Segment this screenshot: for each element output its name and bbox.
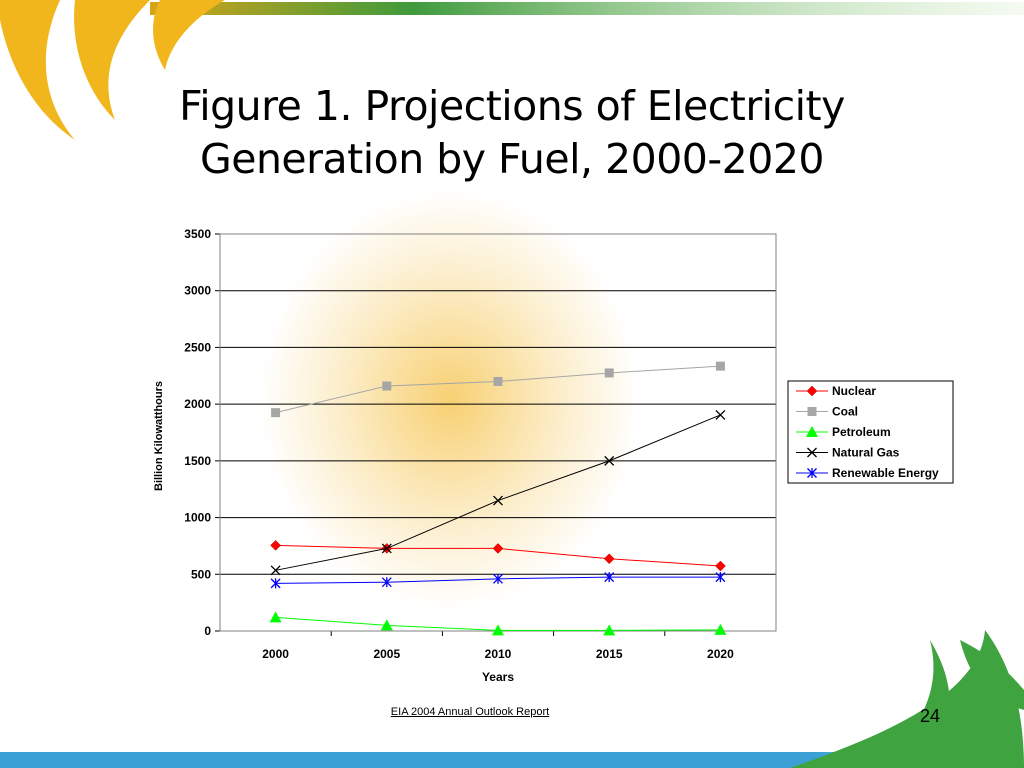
y-tick-label-3500: 3500 — [184, 227, 211, 241]
legend-marker-petroleum — [806, 426, 818, 437]
point-renewable-energy-2020 — [715, 572, 726, 583]
point-nuclear-2010 — [492, 543, 504, 554]
legend-marker-natural-gas — [807, 447, 817, 458]
point-natural-gas-2020 — [715, 409, 726, 420]
legend-item-renewable-energy: Renewable Energy — [796, 466, 939, 480]
top-left-swoosh — [0, 0, 225, 140]
y-tick-label-0: 0 — [204, 624, 211, 638]
point-renewable-energy-2015 — [604, 572, 615, 583]
x-tick-label-2015: 2015 — [596, 647, 623, 661]
legend-item-coal: Coal — [796, 405, 858, 419]
legend-item-natural-gas: Natural Gas — [796, 446, 900, 460]
center-glow — [260, 190, 640, 610]
bottom-right-swoosh — [790, 630, 1024, 768]
legend-label-natural-gas: Natural Gas — [832, 446, 900, 460]
legend-label-renewable-energy: Renewable Energy — [832, 466, 939, 480]
point-coal-2005 — [382, 381, 392, 391]
series-renewable-energy — [270, 572, 726, 589]
series-petroleum — [269, 611, 727, 636]
point-coal-2010 — [493, 376, 503, 386]
slide-title-line-2: Generation by Fuel, 2000-2020 — [199, 135, 825, 183]
bottom-band — [0, 752, 1024, 768]
legend-label-petroleum: Petroleum — [832, 425, 891, 439]
slide-title-line-1: Figure 1. Projections of Electricity — [179, 82, 845, 130]
point-petroleum-2015 — [603, 624, 616, 636]
swoosh-green-2 — [960, 640, 1024, 710]
y-tick-label-500: 500 — [191, 567, 211, 581]
y-tick-label-2000: 2000 — [184, 397, 211, 411]
series-coal — [271, 361, 725, 418]
y-tick-label-3000: 3000 — [184, 284, 211, 298]
x-tick-label-2000: 2000 — [262, 647, 289, 661]
series-lines — [269, 361, 727, 636]
swoosh-yellow-1 — [0, 0, 75, 140]
page-number: 24 — [919, 706, 940, 726]
legend-label-coal: Coal — [832, 405, 858, 419]
point-renewable-energy-2010 — [493, 573, 503, 584]
y-axis-title: Billion Kilowatthours — [153, 381, 165, 491]
point-petroleum-2000 — [269, 611, 282, 623]
series-natural-gas — [270, 409, 726, 576]
legend-marker-renewable-energy — [807, 468, 817, 478]
swoosh-green-1 — [790, 630, 1024, 768]
point-renewable-energy-2005 — [381, 577, 392, 588]
plot-area — [219, 233, 777, 632]
point-renewable-energy-2000 — [270, 578, 281, 589]
x-tick-labels: 2000 2005 2010 2015 2020 — [262, 647, 734, 661]
legend-item-petroleum: Petroleum — [796, 425, 891, 439]
point-coal-2020 — [715, 361, 725, 371]
point-natural-gas-2005 — [381, 543, 392, 554]
swoosh-yellow-2 — [74, 0, 150, 120]
x-tick-label-2020: 2020 — [707, 647, 734, 661]
slide-title: Figure 1. Projections of Electricity Gen… — [150, 80, 874, 186]
point-nuclear-2020 — [715, 560, 726, 572]
legend-item-nuclear: Nuclear — [796, 384, 876, 398]
swoosh-yellow-3 — [153, 0, 225, 70]
series-nuclear — [270, 540, 726, 572]
chart-legend: Nuclear Coal Petroleum Natural Gas Renewable… — [787, 380, 954, 484]
swoosh-green-3 — [880, 640, 950, 768]
point-natural-gas-2010 — [493, 495, 503, 506]
x-tick-label-2005: 2005 — [373, 647, 400, 661]
y-tick-labels: 0 500 1000 1500 2000 2500 3000 3500 — [184, 227, 211, 638]
top-band — [150, 2, 1024, 15]
point-natural-gas-2015 — [604, 455, 615, 466]
source-note[interactable]: EIA 2004 Annual Outlook Report — [390, 706, 550, 718]
legend-marker-nuclear — [806, 385, 818, 397]
point-coal-2015 — [604, 368, 614, 378]
x-tick-label-2010: 2010 — [485, 647, 512, 661]
y-tick-label-1000: 1000 — [184, 511, 211, 525]
legend-marker-coal — [807, 407, 817, 416]
point-nuclear-2015 — [603, 553, 615, 565]
point-natural-gas-2000 — [270, 565, 281, 576]
point-petroleum-2010 — [492, 624, 504, 636]
y-tick-label-1500: 1500 — [184, 454, 211, 468]
point-petroleum-2005 — [380, 619, 393, 631]
x-axis-title: Years — [482, 670, 514, 684]
point-petroleum-2020 — [714, 623, 727, 635]
point-nuclear-2000 — [270, 540, 281, 551]
point-coal-2000 — [271, 408, 281, 418]
legend-label-nuclear: Nuclear — [832, 384, 876, 398]
series-line-coal — [275, 365, 721, 414]
y-tick-label-2500: 2500 — [184, 340, 211, 354]
